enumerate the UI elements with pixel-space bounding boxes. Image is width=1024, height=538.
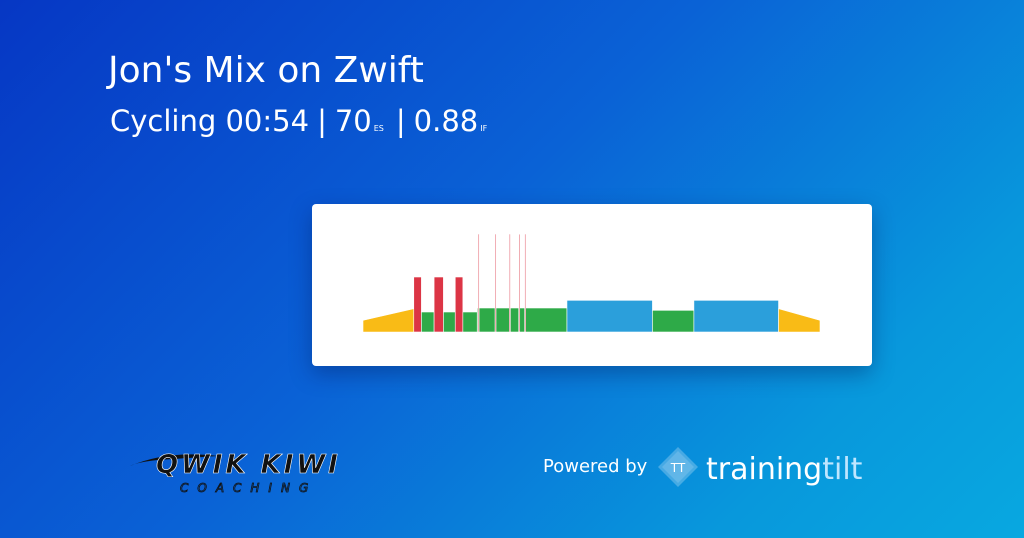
interval-segment — [413, 276, 422, 333]
interval-segment — [462, 311, 478, 333]
interval-segment — [518, 233, 521, 333]
sport: Cycling — [110, 104, 217, 138]
ramp-segment — [778, 308, 821, 333]
interval-segment — [476, 307, 568, 333]
es-label: ES — [373, 124, 384, 133]
coach-name: QWIK KIWI — [156, 450, 341, 480]
if-value: 0.88 — [413, 104, 479, 138]
interval-segment — [494, 233, 497, 333]
interval-segment — [433, 276, 444, 333]
subtitle: Cycling 00:54 | 70 ES | 0.88 IF — [110, 104, 491, 138]
brand-name: trainingtilt — [706, 452, 863, 487]
interval-segment — [652, 310, 695, 333]
logo-swoosh — [130, 454, 218, 466]
interval-segment — [509, 233, 511, 333]
brand-logo: TT trainingtilt — [658, 447, 863, 487]
duration: 00:54 — [225, 104, 310, 138]
interval-segment — [421, 311, 435, 333]
es-value: 70 — [334, 104, 372, 138]
brand-diamond — [658, 447, 698, 487]
title: Jon's Mix on Zwift — [108, 50, 424, 91]
interval-segment — [454, 276, 464, 333]
workout-chart — [362, 233, 821, 333]
interval-segment — [477, 233, 480, 333]
brand-first: training — [706, 452, 822, 487]
ramp-segment — [362, 308, 415, 333]
brand-icon: TT — [670, 461, 686, 475]
brand-diamond-inner — [662, 451, 694, 483]
if-label: IF — [480, 124, 488, 133]
coach-sub: COACHING — [180, 481, 317, 495]
interval-segment — [443, 311, 456, 333]
powered-by: Powered by — [543, 456, 648, 477]
interval-segment — [524, 233, 526, 333]
workout-panel — [312, 204, 872, 366]
interval-segment — [693, 300, 779, 333]
brand-second: tilt — [822, 452, 862, 487]
coach-logo: QWIK KIWI COACHING — [130, 450, 341, 495]
interval-segment — [566, 300, 653, 333]
separator: | — [395, 104, 406, 138]
separator: | — [317, 104, 327, 138]
